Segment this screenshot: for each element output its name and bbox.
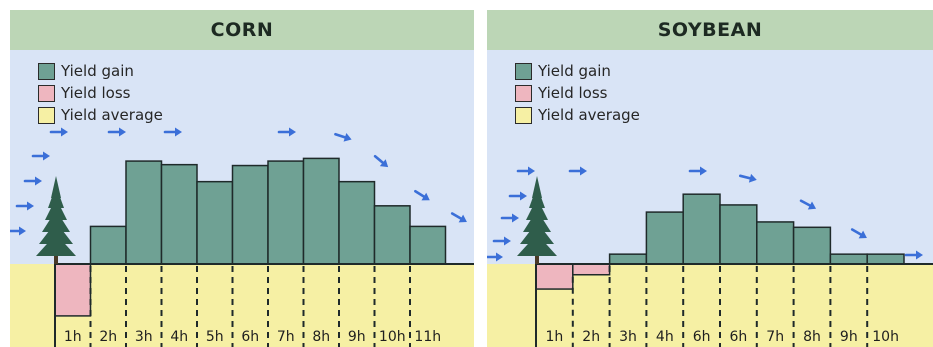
corn-chart: 1h 2h 3h 4h 5h 6h 7h 8h 9h 10h 11h [10, 127, 474, 347]
corn-panel: CORN 1h 2h 3h 4h 5h 6h 7h 8h 9h 10h 11h Yield gain… [10, 10, 474, 347]
wind-arrow-icon [10, 226, 26, 236]
chart-title: SOYBEAN [487, 10, 933, 50]
soybean-chart: 1h 2h 3h 4h 6h 6h 7h 8h 9h 10h [487, 166, 933, 347]
legend-item-gain: Yield gain [515, 60, 640, 82]
yield-loss-bar [535, 263, 574, 290]
wind-arrow-icon [688, 166, 707, 176]
legend: Yield gain Yield loss Yield average [515, 60, 640, 126]
tick-label: 6h [730, 329, 748, 345]
yield-gain-bar [645, 211, 684, 265]
tick-label: 2h [99, 329, 117, 345]
wind-arrow-icon [508, 191, 527, 201]
yield-gain-bar [719, 204, 758, 265]
legend-label-loss: Yield loss [61, 84, 131, 102]
tick-label: 3h [619, 329, 637, 345]
tick-label: 1h [546, 329, 564, 345]
yield-gain-bar [302, 157, 340, 265]
wind-arrow-icon [799, 199, 817, 210]
tick-label: 6h [241, 329, 259, 345]
tick-label: 10h [379, 329, 406, 345]
tick-label: 6h [693, 329, 711, 345]
wind-arrow-icon [31, 151, 50, 161]
tick-label: 8h [312, 329, 330, 345]
yield-gain-bar [409, 225, 447, 265]
wind-arrow-icon [450, 212, 467, 223]
corn-plot-area: 1h 2h 3h 4h 5h 6h 7h 8h 9h 10h 11h Yield gain Yiel… [10, 50, 474, 347]
legend: Yield gain Yield loss Yield average [38, 60, 163, 126]
yield-gain-bar [608, 253, 648, 265]
tick-label: 4h [170, 329, 188, 345]
yield-gain-bar [373, 205, 411, 265]
yield-gain-bar [160, 163, 198, 265]
wind-arrow-icon [414, 189, 430, 201]
tick-label: 2h [582, 329, 600, 345]
legend-swatch-average [515, 106, 532, 124]
tick-label: 8h [803, 329, 821, 345]
wind-arrow-icon [277, 127, 296, 137]
wind-arrow-icon [500, 213, 519, 223]
soybean-plot-area: 1h 2h 3h 4h 6h 6h 7h 8h 9h 10h Yield gain Yield l… [487, 50, 933, 347]
wind-arrow-icon [163, 127, 182, 137]
yield-gain-bar [829, 253, 868, 265]
legend-swatch-average [38, 106, 55, 124]
wind-arrow-icon [334, 132, 352, 142]
legend-item-average: Yield average [515, 104, 640, 126]
chart-title: CORN [10, 10, 474, 50]
yield-gain-bar [196, 180, 234, 265]
tick-label: 5h [206, 329, 224, 345]
tick-label: 11h [414, 329, 441, 345]
tick-label: 9h [840, 329, 858, 345]
wind-arrow-icon [738, 173, 757, 183]
legend-swatch-loss [38, 84, 55, 102]
wind-arrow-icon [850, 228, 867, 239]
legend-item-average: Yield average [38, 104, 163, 126]
wind-arrow-icon [49, 127, 68, 137]
yield-loss-bar [572, 263, 611, 276]
tick-label: 1h [64, 329, 82, 345]
wind-arrow-icon [487, 252, 503, 262]
legend-swatch-loss [515, 84, 532, 102]
legend-label-average: Yield average [61, 106, 163, 124]
yield-gain-bar [231, 164, 269, 265]
wind-arrow-icon [492, 236, 511, 246]
yield-gain-bar [682, 193, 721, 265]
yield-gain-bar [338, 180, 376, 265]
wind-arrow-icon [373, 154, 389, 168]
legend-label-average: Yield average [538, 106, 640, 124]
legend-label-loss: Yield loss [538, 84, 608, 102]
legend-label-gain: Yield gain [61, 62, 134, 80]
tree-icon [36, 176, 76, 264]
wind-arrow-icon [23, 176, 42, 186]
legend-swatch-gain [515, 62, 532, 80]
legend-item-gain: Yield gain [38, 60, 163, 82]
yield-gain-bar [866, 253, 905, 265]
legend-item-loss: Yield loss [515, 82, 640, 104]
legend-item-loss: Yield loss [38, 82, 163, 104]
yield-loss-bar [54, 263, 92, 317]
wind-arrow-icon [516, 166, 535, 176]
yield-gain-bar [89, 225, 127, 265]
wind-arrow-icon [904, 250, 923, 260]
tick-label: 7h [277, 329, 295, 345]
yield-gain-bar [756, 221, 795, 265]
yield-gain-bar [125, 160, 163, 265]
tick-label: 9h [348, 329, 366, 345]
wind-arrow-icon [568, 166, 587, 176]
legend-label-gain: Yield gain [538, 62, 611, 80]
tick-label: 4h [656, 329, 674, 345]
wind-arrow-icon [15, 201, 34, 211]
legend-swatch-gain [38, 62, 55, 80]
tick-label: 3h [135, 329, 153, 345]
tree-icon [517, 176, 557, 264]
tick-label: 10h [872, 329, 899, 345]
yield-gain-bar [267, 160, 305, 265]
tick-label: 7h [766, 329, 784, 345]
soybean-panel: SOYBEAN 1h 2h 3h 4h 6h 6h 7h 8h 9h 10h Yield gain… [487, 10, 933, 347]
wind-arrow-icon [107, 127, 126, 137]
yield-gain-bar [792, 226, 832, 265]
